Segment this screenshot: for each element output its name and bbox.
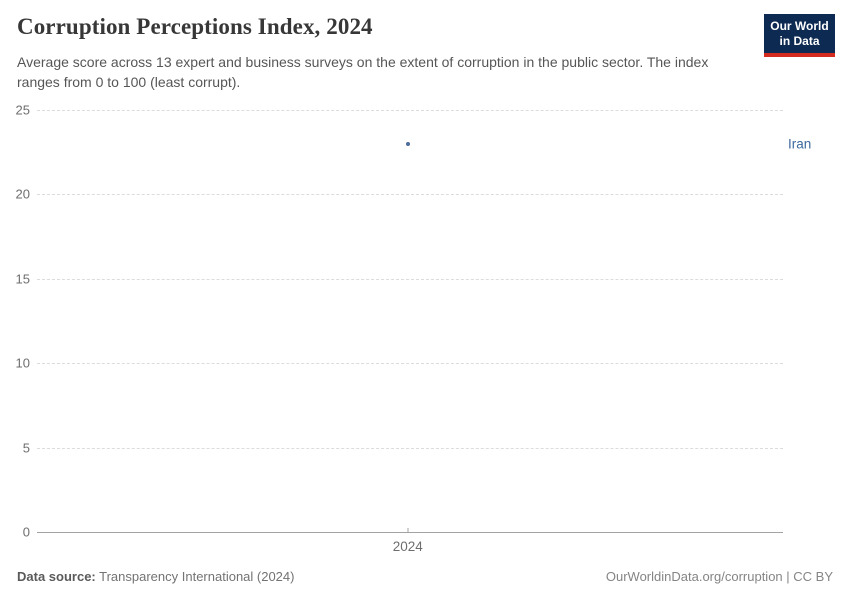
gridline — [37, 194, 783, 196]
x-tick-label: 2024 — [392, 539, 423, 554]
x-axis-line — [37, 532, 783, 533]
chart-footer: Data source: Transparency International … — [17, 569, 833, 584]
data-source-label: Data source: — [17, 569, 96, 584]
owid-logo-line1: Our World — [770, 19, 829, 33]
owid-logo-line2: in Data — [779, 34, 820, 48]
data-source-value: Transparency International (2024) — [95, 569, 295, 584]
license-note: OurWorldinData.org/corruption | CC BY — [605, 569, 833, 584]
gridline — [37, 110, 783, 111]
plot-area: 2024 Iran — [37, 110, 811, 554]
y-tick-label-10: 10 — [15, 355, 30, 371]
y-tick-label-25: 25 — [15, 102, 30, 118]
gridline — [37, 363, 783, 365]
y-tick-label-20: 20 — [15, 186, 30, 202]
y-tick-label-15: 15 — [15, 271, 30, 287]
data-source-note: Data source: Transparency International … — [17, 569, 294, 584]
entity-label-iran[interactable]: Iran — [788, 136, 812, 152]
data-point-iran[interactable] — [405, 141, 410, 146]
x-tick-mark — [407, 528, 409, 532]
y-tick-label-0: 0 — [22, 524, 30, 540]
y-tick-label-5: 5 — [22, 440, 30, 456]
owid-logo[interactable]: Our World in Data — [764, 14, 835, 57]
y-axis: 0 5 10 15 20 25 — [0, 103, 30, 540]
chart-subtitle: Average score across 13 expert and busin… — [17, 54, 709, 91]
chart-title: Corruption Perceptions Index, 2024 — [17, 14, 373, 39]
gridline — [37, 278, 783, 280]
gridline — [37, 447, 783, 449]
